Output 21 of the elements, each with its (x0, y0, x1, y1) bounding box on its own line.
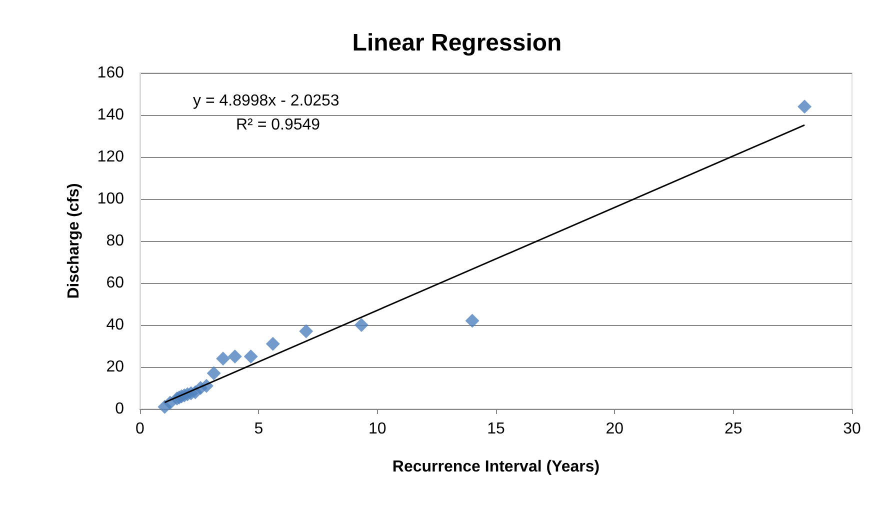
y-tick-label: 0 (115, 400, 124, 418)
x-tick-label: 10 (368, 420, 386, 438)
annotation: y = 4.8998x - 2.0253 (193, 92, 340, 110)
y-tick-label: 100 (97, 190, 124, 208)
y-tick-label: 140 (97, 106, 124, 124)
x-tick-label: 0 (136, 420, 145, 438)
x-tick-label: 30 (843, 420, 861, 438)
y-tick-label: 80 (106, 232, 124, 250)
x-tick-label: 20 (606, 420, 624, 438)
chart-title: Linear Regression (352, 30, 562, 56)
x-tick-label: 25 (724, 420, 742, 438)
y-tick-label: 120 (97, 148, 124, 166)
y-tick-label: 160 (97, 64, 124, 82)
y-tick-label: 20 (106, 358, 124, 376)
x-tick-label: 15 (487, 420, 505, 438)
y-axis-title: Discharge (cfs) (66, 183, 82, 299)
x-axis-title: Recurrence Interval (Years) (392, 458, 600, 476)
y-tick-label: 60 (106, 274, 124, 292)
annotation: R² = 0.9549 (236, 116, 320, 134)
y-tick-label: 40 (106, 316, 124, 334)
x-tick-label: 5 (254, 420, 264, 438)
